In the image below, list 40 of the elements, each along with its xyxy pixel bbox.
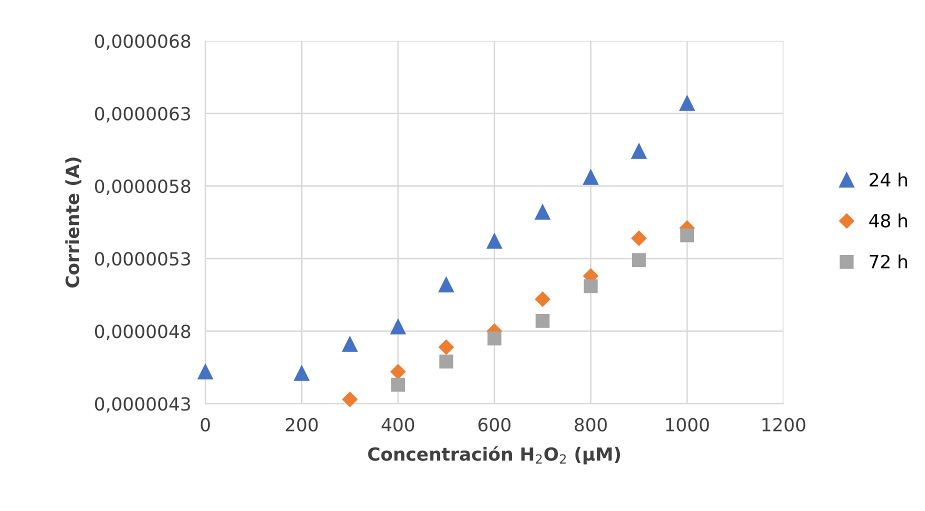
point [342,392,358,407]
point [631,230,647,246]
y-axis-title: Corriente (A) [65,158,82,288]
legend-label: 48 h [869,214,907,228]
y-tick-label: 0,0000053 [95,252,190,268]
x-tick-label: 1000 [666,418,709,432]
point [438,277,454,292]
point [438,340,454,355]
point [632,253,646,267]
legend-label: 72 h [870,254,907,268]
point [342,336,358,352]
x-tick-label: 800 [574,418,607,432]
point [439,354,454,369]
legend-label: 24 h [870,172,907,186]
point [679,96,695,111]
point [631,144,647,159]
point [583,170,598,185]
y-tick-label: 0,0000043 [95,397,190,413]
y-tick-label: 0,0000068 [95,34,190,50]
point [198,364,213,380]
point [390,364,406,380]
x-axis-title: Concentración H$_{2}$O$_{2}$ (μM) [368,446,620,464]
point [584,279,598,294]
y-tick-label: 0,0000058 [95,179,190,195]
point [391,378,406,392]
point [487,331,502,346]
y-tick-label: 0,0000048 [95,324,190,340]
point [535,292,550,307]
point [680,228,694,242]
point [536,314,550,328]
point [486,234,502,249]
y-tick-label: 0,0000063 [95,106,190,122]
point [390,319,406,334]
x-tick-label: 1200 [762,418,806,432]
x-tick-label: 0 [200,418,210,432]
point [534,204,550,220]
x-tick-label: 600 [478,418,510,432]
point [294,366,310,381]
x-tick-label: 400 [382,418,414,432]
x-tick-label: 200 [286,418,318,432]
